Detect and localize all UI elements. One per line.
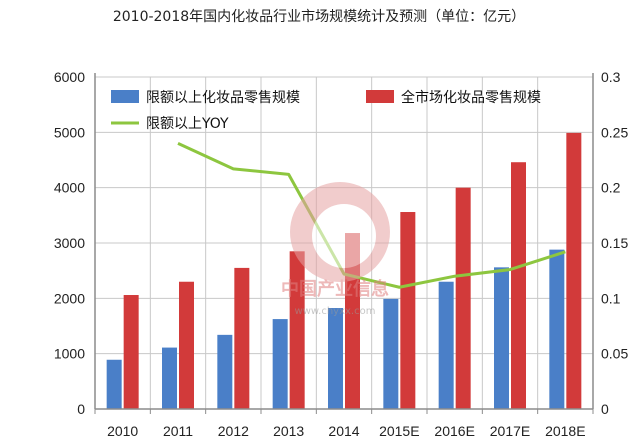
x-tick-label: 2012 [218, 423, 249, 439]
x-tick-label: 2016E [434, 423, 474, 439]
y-tick-label: 5000 [54, 124, 85, 140]
y-tick-label: 4000 [54, 180, 85, 196]
bar-total-market [511, 162, 526, 409]
y-tick-label: 1000 [54, 346, 85, 362]
x-tick-label: 2013 [273, 423, 304, 439]
y2-tick-label: 0.05 [601, 346, 628, 362]
bar-retail-above-quota [328, 308, 343, 409]
legend-label-retail-above-quota: 限额以上化妆品零售规模 [146, 90, 300, 106]
yoy-line-path [177, 142, 566, 289]
watermark: 中国产业信息 www.chyxx.com [281, 182, 390, 317]
bar-total-market [179, 281, 194, 409]
bar-total-market [234, 267, 250, 409]
bar-retail-above-quota [217, 334, 233, 409]
tick-labels: 0 1000 2000 3000 4000 5000 6000 0 0.05 0.1 0.15 0.2… [54, 69, 629, 439]
watermark-logo-inner [312, 204, 376, 268]
watermark-url: www.chyxx.com [295, 306, 376, 317]
y-tick-label: 0 [77, 401, 85, 417]
y2-tick-label: 0 [601, 401, 609, 417]
y2-tick-label: 0.15 [601, 235, 628, 251]
axes [94, 73, 594, 414]
bar-retail-above-quota [549, 249, 565, 409]
legend-label-yoy: 限额以上YOY [146, 116, 229, 132]
bar-total-market [123, 295, 139, 409]
bar-retail-above-quota [162, 347, 177, 409]
bar-retail-above-quota [383, 298, 399, 409]
x-tick-label: 2017E [490, 423, 530, 439]
x-tick-label: 2018E [545, 423, 585, 439]
legend-swatch-retail-above-quota [111, 90, 139, 103]
bar-total-market [289, 251, 305, 409]
y-tick-label: 3000 [54, 235, 85, 251]
bar-retail-above-quota [438, 281, 454, 409]
bar-total-market [400, 212, 416, 409]
x-tick-label: 2011 [163, 423, 193, 439]
bar-retail-above-quota [272, 319, 288, 409]
y2-tick-label: 0.3 [601, 69, 621, 85]
yoy-line [177, 142, 566, 289]
legend-label-total-market: 全市场化妆品零售规模 [401, 89, 541, 106]
y-tick-label: 6000 [54, 69, 85, 85]
legend-swatch-total-market [366, 90, 394, 103]
y2-tick-label: 0.1 [601, 290, 621, 306]
chart-title: 2010-2018年国内化妆品行业市场规模统计及预测（单位：亿元） [112, 9, 526, 25]
bar-total-market [455, 187, 471, 409]
bar-retail-above-quota [106, 359, 122, 409]
x-tick-label: 2014 [328, 423, 359, 439]
watermark-name: 中国产业信息 [281, 278, 389, 300]
x-tick-label: 2015E [379, 423, 419, 439]
y2-tick-label: 0.25 [601, 124, 628, 140]
bar-retail-above-quota [494, 267, 509, 409]
x-tick-label: 2010 [107, 423, 138, 439]
bars [106, 132, 582, 410]
y-tick-label: 2000 [54, 290, 85, 306]
bar-total-market [566, 132, 582, 410]
y2-tick-label: 0.2 [601, 180, 621, 196]
